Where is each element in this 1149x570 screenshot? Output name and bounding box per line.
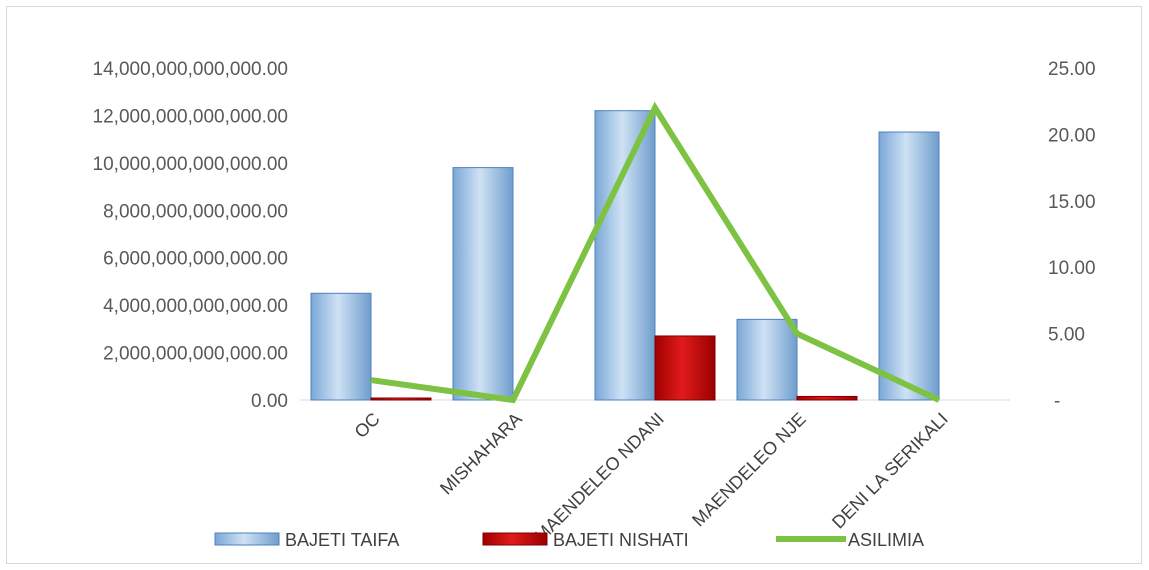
x-category-label: DENI LA SERIKALI (828, 409, 952, 533)
bar-bajeti-taifa (878, 131, 940, 401)
x-category-label: MAENDELEO NJE (688, 409, 810, 531)
y-right-tick-label: 15.00 (1048, 192, 1096, 213)
y-left-tick-label: 2,000,000,000,000.00 (103, 344, 288, 365)
legend-swatch (482, 532, 548, 546)
bar-bajeti-nishati (370, 397, 432, 401)
chart-frame (6, 6, 1142, 564)
line-series (370, 101, 941, 404)
legend-label: ASILIMIA (848, 530, 924, 550)
y-axis-right: - 5.00 10.00 15.00 20.00 25.00 (1048, 59, 1096, 412)
y-right-tick-label: 25.00 (1048, 59, 1096, 80)
bar-bajeti-taifa (310, 292, 372, 401)
y-right-tick-label: 20.00 (1048, 125, 1096, 146)
y-right-tick-label: 5.00 (1048, 325, 1085, 346)
y-left-tick-label: 8,000,000,000,000.00 (103, 201, 288, 222)
legend: BAJETI TAIFA BAJETI NISHATI ASILIMIA (214, 530, 924, 550)
y-left-tick-label: 14,000,000,000,000.00 (93, 59, 288, 80)
bar-bajeti-nishati (654, 335, 716, 401)
legend-label: BAJETI NISHATI (553, 530, 689, 550)
y-left-tick-label: 6,000,000,000,000.00 (103, 249, 288, 270)
y-left-tick-label: 10,000,000,000,000.00 (93, 154, 288, 175)
bar-bajeti-nishati (796, 395, 858, 401)
legend-swatch (214, 532, 280, 546)
bar-bajeti-taifa (452, 167, 514, 401)
x-category-label: OC (351, 409, 384, 442)
x-category-label: MISHAHARA (436, 409, 526, 499)
x-category-label: MAENDELEO NDANI (531, 409, 668, 546)
x-axis-category-labels: OC MISHAHARA MAENDELEO NDANI MAENDELEO NJE D… (351, 409, 952, 546)
y-right-tick-label: - (1054, 391, 1060, 412)
bar-bajeti-taifa (736, 318, 798, 401)
y-axis-left: 0.00 2,000,000,000,000.00 4,000,000,000,00… (93, 59, 288, 412)
y-left-tick-label: 12,000,000,000,000.00 (93, 106, 288, 127)
bar-bajeti-taifa (594, 110, 656, 401)
bar-series (310, 110, 940, 401)
y-right-tick-label: 10.00 (1048, 258, 1096, 279)
y-left-tick-label: 4,000,000,000,000.00 (103, 296, 288, 317)
legend-label: BAJETI TAIFA (285, 530, 399, 550)
y-left-tick-label: 0.00 (251, 391, 288, 412)
